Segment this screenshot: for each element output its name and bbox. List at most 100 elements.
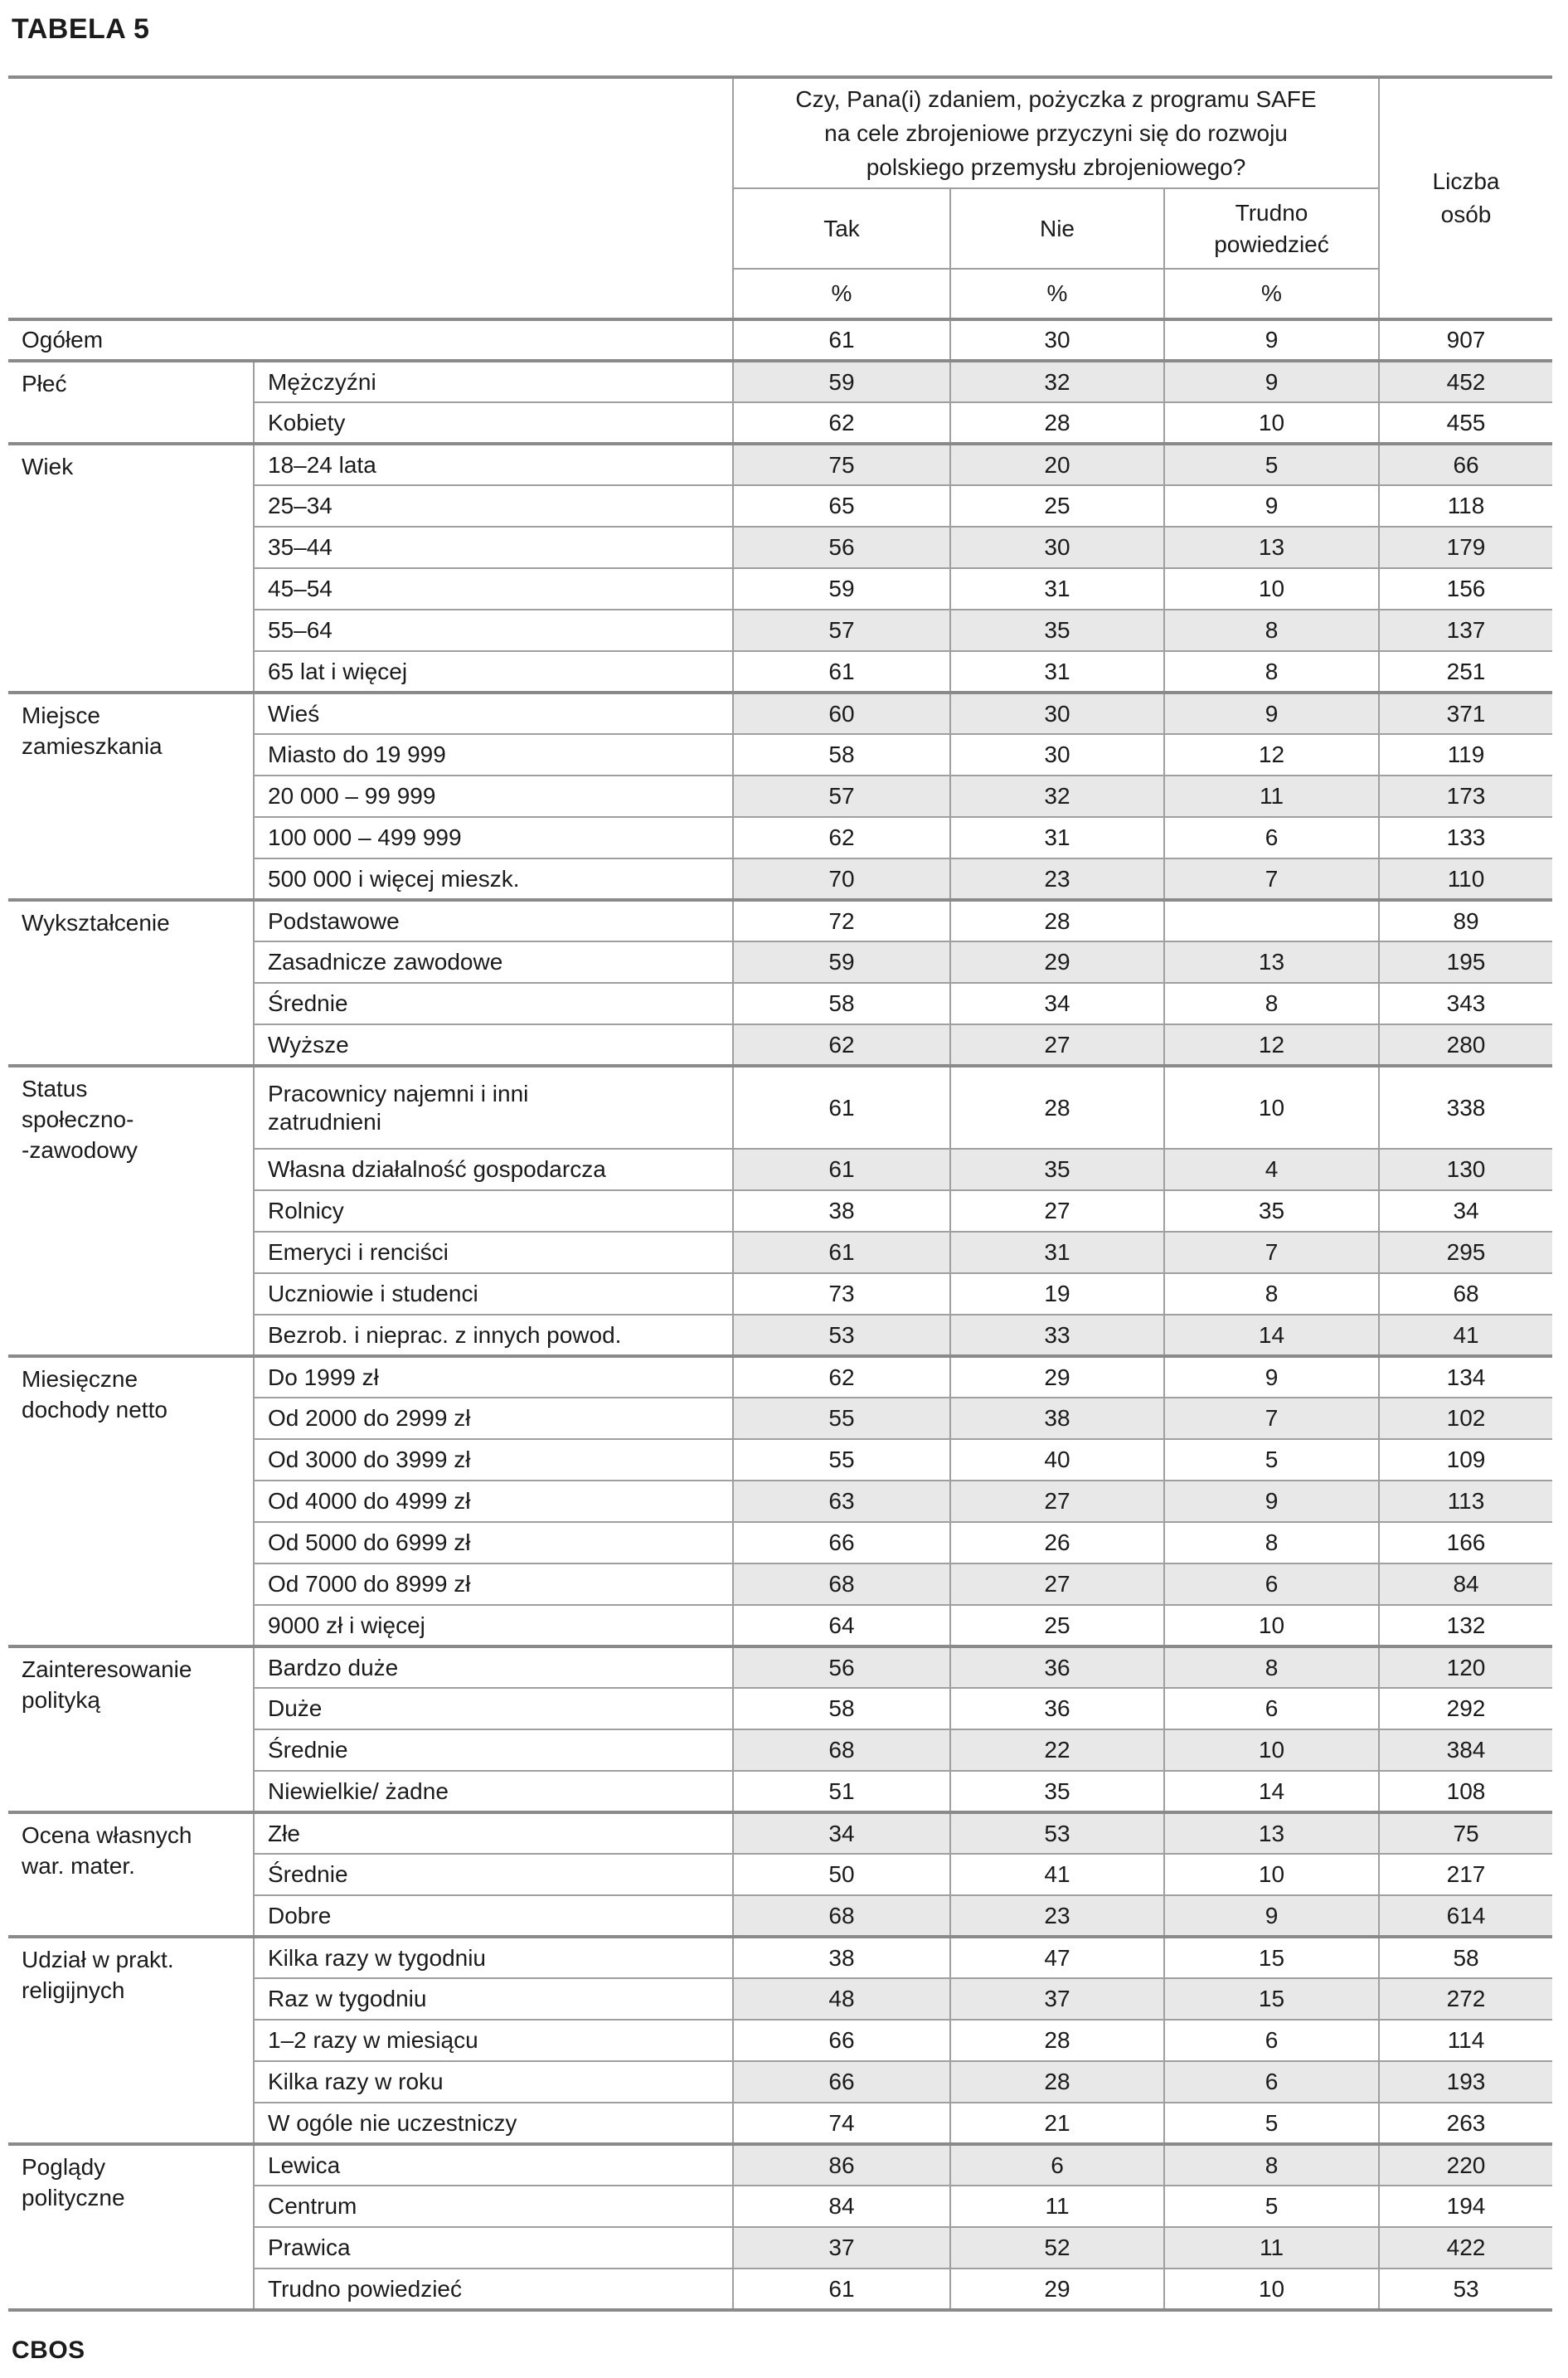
category-cell: 9000 zł i więcej [253,1605,733,1648]
table-row: 45–54 59 31 10 156 [8,568,1553,610]
liczba-osob-cell: 41 [1378,1315,1553,1358]
tak-value-cell: 57 [732,776,950,818]
category-cell: W ogóle nie uczestniczy [253,2103,733,2146]
table-row: 65 lat i więcej 61 31 8 251 [8,651,1553,694]
table-row: Rolnicy 38 27 35 34 [8,1190,1553,1233]
group-label: Miesięczne dochody netto [8,1356,254,1648]
table-row: Średnie 58 34 8 343 [8,983,1553,1025]
liczba-osob-cell: 194 [1378,2186,1553,2228]
nie-value-cell: 41 [949,1854,1164,1896]
liczba-osob-cell: 220 [1378,2144,1553,2186]
header-row-question: Czy, Pana(i) zdaniem, pożyczka z program… [8,75,1553,321]
liczba-osob-cell: 114 [1378,2020,1553,2062]
category-cell: Kilka razy w tygodniu [253,1937,733,1979]
tak-value-cell: 84 [732,2186,950,2228]
table-row: 100 000 – 499 999 62 31 6 133 [8,817,1553,859]
table-row: Raz w tygodniu 48 37 15 272 [8,1978,1553,2021]
liczba-osob-cell: 133 [1378,817,1553,859]
nie-value-cell: 33 [949,1315,1164,1358]
table-row: Średnie 68 22 10 384 [8,1729,1553,1772]
table-row: Duże 58 36 6 292 [8,1688,1553,1730]
trudno-powiedziec-column-header: Trudno powiedzieć [1163,188,1380,270]
liczba-osob-cell: 113 [1378,1481,1553,1523]
category-cell: Wyższe [253,1024,733,1067]
tak-value-cell: 66 [732,2061,950,2103]
nie-value-cell: 21 [949,2103,1164,2146]
trudno-value-cell: 10 [1163,1854,1380,1896]
category-cell: Bezrob. i nieprac. z innych powod. [253,1315,733,1358]
header-row-percent: % % % [8,269,1552,321]
trudno-value-cell: 10 [1163,1605,1380,1648]
category-cell: 35–44 [253,527,733,569]
tak-value-cell: 62 [732,1356,950,1398]
nie-value-cell: 28 [949,900,1164,942]
table-row: Płeć Mężczyźni 59 32 9 452 [8,361,1553,445]
tak-value-cell: 68 [732,1563,950,1606]
nie-value-cell: 31 [949,651,1164,694]
percent-sign-nie: % [949,269,1164,321]
trudno-value-cell: 9 [1163,1481,1380,1523]
table-row: 35–44 56 30 13 179 [8,527,1553,569]
table-row: Uczniowie i studenci 73 19 8 68 [8,1273,1553,1315]
tak-value-cell: 58 [732,734,950,776]
group-label: Poglądy polityczne [8,2144,254,2312]
header-row-answers: Tak Nie Trudno powiedzieć [8,188,1552,270]
table-row: Poglądy polityczne Lewica 86 6 8 220 [8,2144,1553,2312]
trudno-value-cell: 8 [1163,983,1380,1025]
category-cell: 100 000 – 499 999 [253,817,733,859]
table-row: Prawica 37 52 11 422 [8,2227,1553,2269]
liczba-osob-cell: 263 [1378,2103,1553,2146]
nie-value-cell: 6 [949,2144,1164,2186]
category-cell: 20 000 – 99 999 [253,776,733,818]
nie-value-cell: 31 [949,1232,1164,1274]
nie-value-cell: 20 [949,444,1164,486]
nie-value-cell: 27 [949,1481,1164,1523]
table-row: Ocena własnych war. mater. Złe 34 53 13 75 [8,1812,1553,1938]
group-label: Zainteresowanie polityką [8,1646,254,1814]
trudno-value-cell: 8 [1163,1273,1380,1315]
nie-value-cell: 36 [949,1646,1164,1689]
table-row: 25–34 65 25 9 118 [8,485,1553,528]
liczba-osob-cell: 110 [1378,858,1553,902]
nie-value-cell: 52 [949,2227,1164,2269]
category-cell: Od 2000 do 2999 zł [253,1398,733,1440]
liczba-osob-cell: 34 [1378,1190,1553,1233]
category-cell: Od 3000 do 3999 zł [253,1439,733,1481]
table-row: Kobiety 62 28 10 455 [8,402,1553,445]
table-row: Wykształcenie Podstawowe 72 28 89 [8,900,1553,1067]
trudno-value-cell: 9 [1163,693,1380,735]
liczba-osob-cell: 66 [1378,444,1553,486]
trudno-value-cell: 14 [1163,1315,1380,1358]
category-cell: Uczniowie i studenci [253,1273,733,1315]
question-header: Czy, Pana(i) zdaniem, pożyczka z program… [733,75,1380,189]
trudno-value-cell: 5 [1163,2103,1380,2146]
tak-value-cell: 74 [732,2103,950,2146]
category-cell: Duże [253,1688,733,1730]
category-cell: Ogółem [8,319,733,362]
tak-column-header: Tak [733,188,950,270]
tak-value-cell: 48 [732,1978,950,2021]
group-label: Status społeczno- -zawodowy [8,1066,254,1358]
nie-column-header: Nie [949,188,1164,270]
tak-value-cell: 66 [732,1522,950,1564]
survey-crosstab-table: Czy, Pana(i) zdaniem, pożyczka z program… [8,75,1553,2312]
trudno-value-cell: 6 [1163,1688,1380,1730]
liczba-osob-cell: 108 [1378,1771,1553,1814]
table-row: 55–64 57 35 8 137 [8,610,1553,652]
category-cell: Bardzo duże [253,1646,733,1689]
tak-value-cell: 55 [732,1398,950,1440]
tak-value-cell: 56 [732,527,950,569]
liczba-osob-cell: 179 [1378,527,1553,569]
liczba-osob-cell: 68 [1378,1273,1553,1315]
table-row: Bezrob. i nieprac. z innych powod. 53 33 14… [8,1315,1553,1358]
trudno-value-cell: 5 [1163,444,1380,486]
liczba-osob-cell: 292 [1378,1688,1553,1730]
tak-value-cell: 62 [732,1024,950,1067]
category-cell: Podstawowe [253,900,733,942]
trudno-value-cell: 10 [1163,402,1380,445]
category-cell: 500 000 i więcej mieszk. [253,858,733,902]
trudno-value-cell: 9 [1163,319,1380,362]
table-row: Średnie 50 41 10 217 [8,1854,1553,1896]
liczba-osob-cell: 120 [1378,1646,1553,1689]
group-label: Wiek [8,444,254,694]
